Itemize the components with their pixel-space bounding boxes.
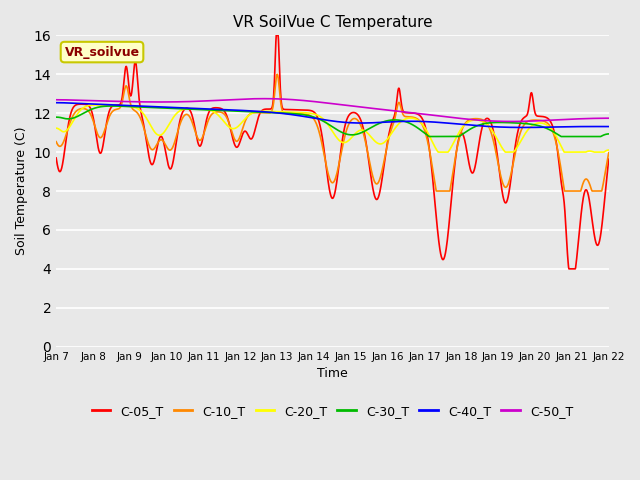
- C-10_T: [95, 134, 103, 140]
- C-30_T: [367, 125, 375, 131]
- C-05_T: [605, 156, 612, 162]
- C-40_T: [298, 113, 306, 119]
- C-10_T: [299, 111, 307, 117]
- C-50_T: [605, 115, 612, 121]
- C-05_T: [273, 33, 280, 38]
- C-10_T: [52, 139, 60, 144]
- C-05_T: [565, 266, 573, 272]
- Line: C-20_T: C-20_T: [56, 105, 609, 152]
- C-30_T: [308, 114, 316, 120]
- C-30_T: [108, 103, 116, 109]
- C-10_T: [367, 166, 375, 172]
- C-30_T: [118, 103, 125, 109]
- C-40_T: [605, 124, 612, 130]
- C-30_T: [426, 133, 433, 139]
- C-05_T: [95, 148, 103, 154]
- C-40_T: [287, 111, 294, 117]
- C-05_T: [367, 174, 375, 180]
- C-10_T: [308, 114, 316, 120]
- C-20_T: [118, 103, 125, 109]
- C-40_T: [95, 101, 103, 107]
- Line: C-40_T: C-40_T: [56, 103, 609, 128]
- Y-axis label: Soil Temperature (C): Soil Temperature (C): [15, 127, 28, 255]
- C-05_T: [308, 108, 316, 114]
- Line: C-05_T: C-05_T: [56, 36, 609, 269]
- C-30_T: [287, 110, 295, 116]
- C-10_T: [433, 188, 440, 194]
- C-20_T: [287, 109, 295, 115]
- C-10_T: [118, 102, 125, 108]
- Line: C-50_T: C-50_T: [56, 99, 609, 121]
- Title: VR SoilVue C Temperature: VR SoilVue C Temperature: [233, 15, 432, 30]
- C-50_T: [118, 98, 125, 104]
- C-50_T: [95, 98, 103, 104]
- C-20_T: [299, 110, 307, 116]
- C-05_T: [118, 98, 125, 104]
- C-50_T: [308, 98, 316, 104]
- C-10_T: [273, 72, 281, 77]
- C-40_T: [520, 125, 527, 131]
- C-20_T: [92, 102, 99, 108]
- Line: C-30_T: C-30_T: [56, 106, 609, 136]
- C-30_T: [95, 104, 103, 110]
- Line: C-10_T: C-10_T: [56, 74, 609, 191]
- C-50_T: [260, 96, 268, 102]
- C-50_T: [299, 97, 307, 103]
- C-40_T: [52, 100, 60, 106]
- C-30_T: [52, 114, 60, 120]
- C-20_T: [308, 111, 316, 117]
- C-05_T: [52, 155, 60, 161]
- C-20_T: [605, 147, 612, 153]
- C-50_T: [367, 105, 375, 111]
- C-05_T: [299, 107, 307, 113]
- C-50_T: [52, 97, 60, 103]
- C-10_T: [605, 150, 612, 156]
- C-20_T: [95, 102, 103, 108]
- X-axis label: Time: Time: [317, 367, 348, 380]
- Text: VR_soilvue: VR_soilvue: [65, 46, 140, 59]
- C-30_T: [299, 112, 307, 118]
- C-10_T: [287, 111, 295, 117]
- C-40_T: [308, 115, 316, 120]
- C-05_T: [287, 107, 295, 112]
- C-40_T: [118, 102, 125, 108]
- C-50_T: [508, 119, 516, 124]
- C-20_T: [52, 125, 60, 131]
- C-20_T: [435, 149, 442, 155]
- C-50_T: [287, 96, 295, 102]
- Legend: C-05_T, C-10_T, C-20_T, C-30_T, C-40_T, C-50_T: C-05_T, C-10_T, C-20_T, C-30_T, C-40_T, …: [86, 400, 578, 423]
- C-40_T: [367, 120, 374, 126]
- C-20_T: [367, 134, 375, 140]
- C-30_T: [605, 131, 612, 137]
